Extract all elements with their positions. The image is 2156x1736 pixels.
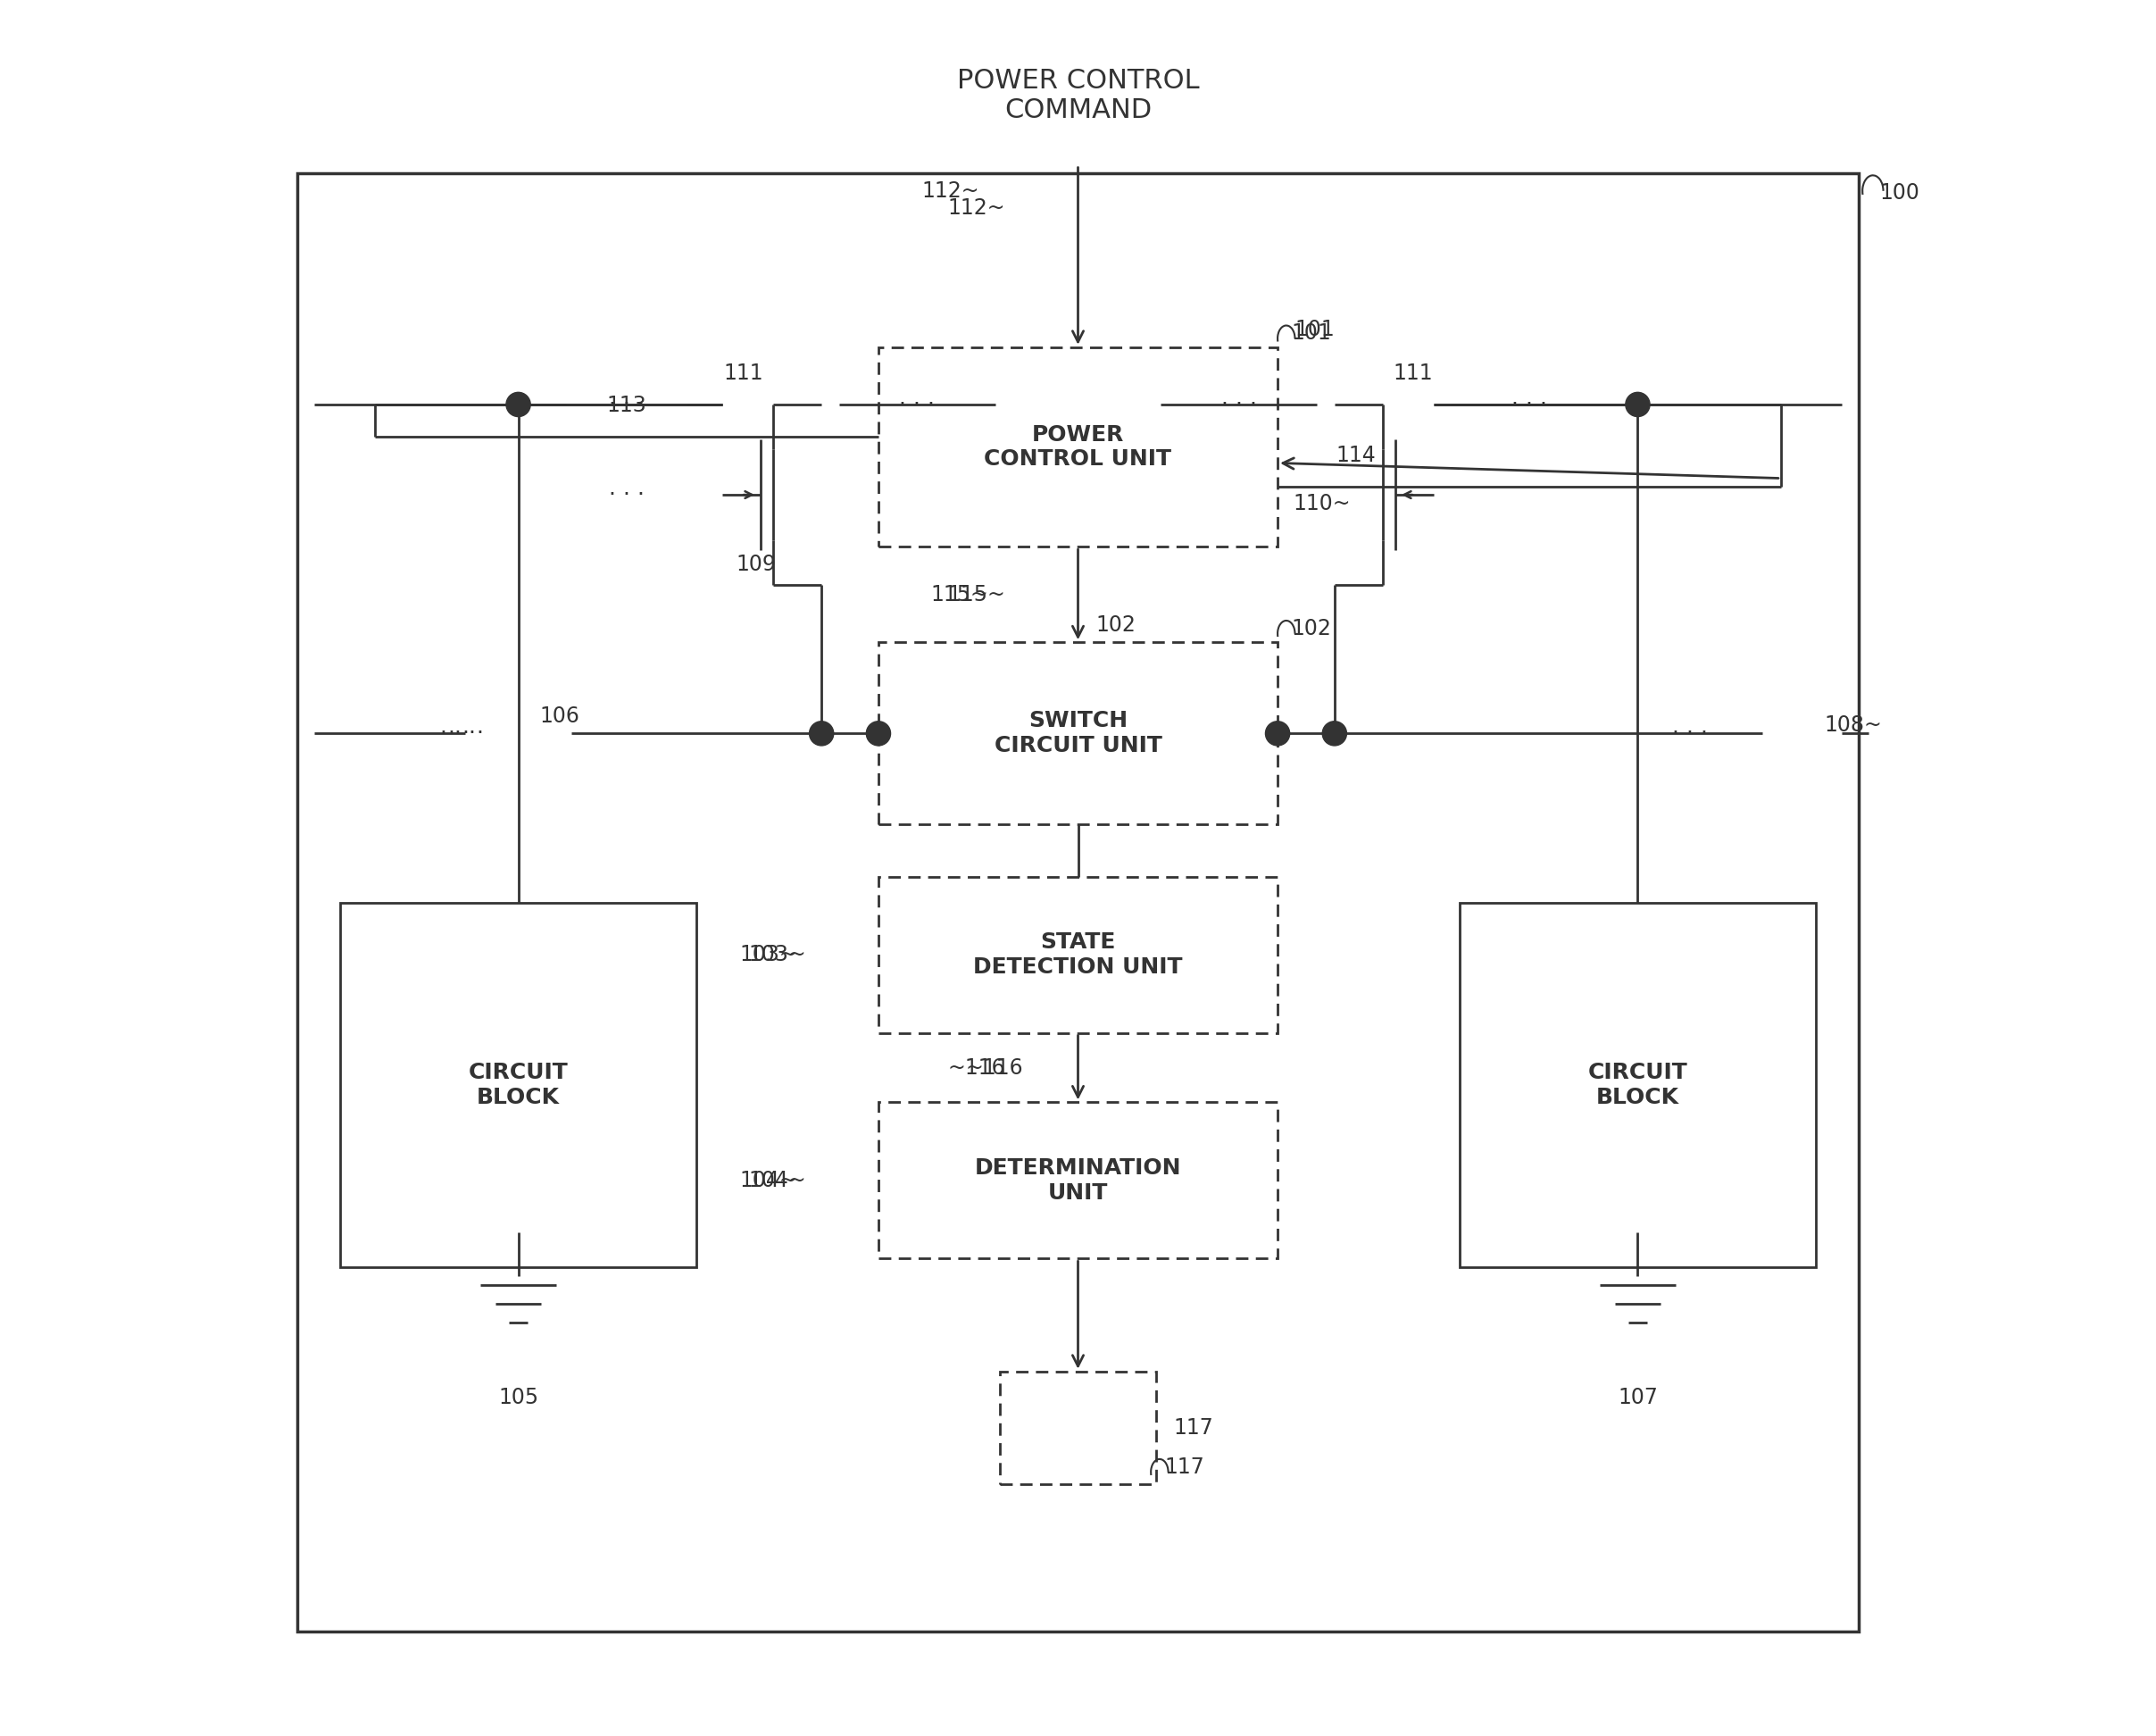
Text: 100: 100: [1880, 182, 1919, 203]
Bar: [298, 174, 1858, 1632]
Text: SWITCH
CIRCUIT UNIT: SWITCH CIRCUIT UNIT: [994, 710, 1162, 757]
Text: · · ·: · · ·: [608, 394, 645, 415]
Text: 115~: 115~: [949, 583, 1005, 606]
Text: 115~: 115~: [931, 583, 987, 606]
Bar: [877, 642, 1279, 825]
Text: · · ·: · · ·: [608, 484, 645, 505]
Text: 111: 111: [722, 363, 763, 384]
Text: 101: 101: [1296, 319, 1335, 340]
Text: 103~: 103~: [740, 944, 798, 965]
Circle shape: [808, 722, 834, 746]
Text: DETERMINATION
UNIT: DETERMINATION UNIT: [975, 1158, 1181, 1203]
Text: · · ·: · · ·: [440, 722, 476, 745]
Text: 112~: 112~: [949, 198, 1005, 219]
Text: CIRCUIT
BLOCK: CIRCUIT BLOCK: [468, 1062, 569, 1108]
Bar: [877, 347, 1279, 547]
Text: 102: 102: [1095, 615, 1136, 635]
Text: 109: 109: [735, 554, 776, 575]
Text: ~116: ~116: [949, 1057, 1005, 1078]
Text: · · ·: · · ·: [1220, 394, 1257, 415]
Text: · · ·: · · ·: [899, 394, 936, 415]
Text: · · ·: · · ·: [1671, 722, 1708, 745]
Text: 117: 117: [1164, 1457, 1205, 1477]
Text: 101: 101: [1291, 323, 1332, 344]
Circle shape: [1266, 722, 1289, 746]
Text: 111: 111: [1393, 363, 1434, 384]
Circle shape: [1626, 392, 1649, 417]
Text: 113: 113: [606, 396, 647, 417]
Text: 106: 106: [539, 705, 580, 727]
Text: 105: 105: [498, 1387, 539, 1408]
Text: 112~: 112~: [923, 181, 979, 201]
Circle shape: [507, 392, 530, 417]
Text: 103~: 103~: [748, 944, 806, 965]
Text: 108~: 108~: [1824, 713, 1882, 736]
Text: ~116: ~116: [966, 1057, 1022, 1078]
Text: 104~: 104~: [740, 1170, 798, 1191]
Text: STATE
DETECTION UNIT: STATE DETECTION UNIT: [972, 932, 1184, 977]
Text: 104~: 104~: [748, 1170, 806, 1191]
Bar: [1000, 1371, 1156, 1484]
Text: 107: 107: [1617, 1387, 1658, 1408]
Text: 114: 114: [1337, 444, 1376, 467]
Bar: [877, 1102, 1279, 1259]
Text: 117: 117: [1173, 1417, 1214, 1439]
Text: · · ·: · · ·: [1511, 394, 1548, 415]
Text: POWER
CONTROL UNIT: POWER CONTROL UNIT: [985, 424, 1171, 470]
Bar: [341, 903, 696, 1267]
Text: · · ·: · · ·: [448, 722, 485, 745]
Circle shape: [1322, 722, 1348, 746]
Bar: [1460, 903, 1815, 1267]
Bar: [877, 877, 1279, 1033]
Text: 110~: 110~: [1294, 493, 1350, 514]
Text: 102: 102: [1291, 618, 1332, 639]
Text: CIRCUIT
BLOCK: CIRCUIT BLOCK: [1587, 1062, 1688, 1108]
Circle shape: [867, 722, 890, 746]
Text: POWER CONTROL
COMMAND: POWER CONTROL COMMAND: [957, 68, 1199, 123]
